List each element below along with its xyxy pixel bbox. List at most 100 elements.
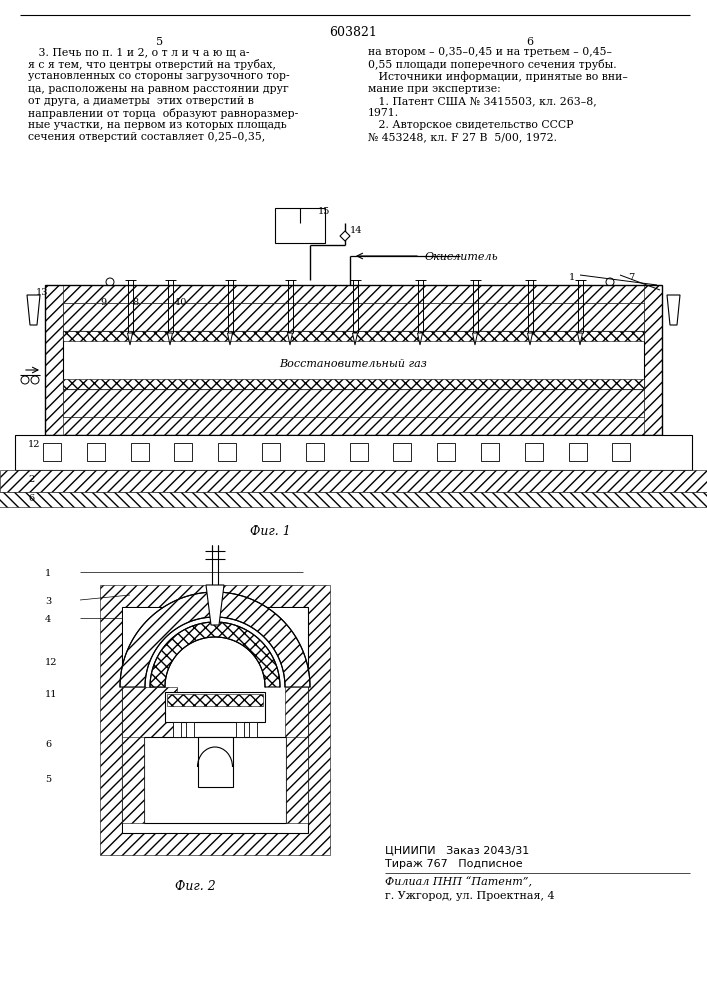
Text: 3: 3 xyxy=(45,597,51,606)
Text: направлении от торца  образуют равноразмер-: направлении от торца образуют равноразме… xyxy=(28,108,298,119)
Text: 603821: 603821 xyxy=(329,26,377,39)
Text: 2: 2 xyxy=(28,475,34,484)
Bar xyxy=(45,285,63,435)
Bar xyxy=(568,443,587,461)
Bar xyxy=(122,607,308,833)
Bar xyxy=(63,331,644,389)
Polygon shape xyxy=(168,333,173,345)
Text: Фиг. 1: Фиг. 1 xyxy=(250,525,291,538)
Text: 1971.: 1971. xyxy=(368,108,399,118)
Text: Источники информации, принятые во вни–: Источники информации, принятые во вни– xyxy=(368,71,628,82)
Text: г. Ужгород, ул. Проектная, 4: г. Ужгород, ул. Проектная, 4 xyxy=(385,891,554,901)
Bar xyxy=(393,443,411,461)
Circle shape xyxy=(31,376,39,384)
Text: ца, расположены на равном расстоянии друг: ца, расположены на равном расстоянии дру… xyxy=(28,84,288,94)
Bar xyxy=(45,417,662,435)
Bar xyxy=(43,443,61,461)
Text: 1. Патент США № 3415503, кл. 263–8,: 1. Патент США № 3415503, кл. 263–8, xyxy=(368,96,597,106)
Circle shape xyxy=(21,376,29,384)
Polygon shape xyxy=(578,333,583,345)
Text: 8: 8 xyxy=(132,298,138,307)
Polygon shape xyxy=(418,333,423,345)
Text: 6: 6 xyxy=(527,37,534,47)
Bar xyxy=(249,722,257,737)
Text: 4: 4 xyxy=(45,615,51,624)
Text: 5: 5 xyxy=(45,775,51,784)
Text: 0,55 площади поперечного сечения трубы.: 0,55 площади поперечного сечения трубы. xyxy=(368,59,617,70)
Text: 14: 14 xyxy=(350,226,363,235)
Bar xyxy=(262,443,280,461)
Text: я с я тем, что центры отверстий на трубах,: я с я тем, что центры отверстий на труба… xyxy=(28,59,276,70)
Bar xyxy=(286,737,308,823)
Polygon shape xyxy=(206,585,224,625)
Text: 12: 12 xyxy=(28,440,40,449)
Bar xyxy=(63,331,644,341)
Text: от друга, а диаметры  этих отверстий в: от друга, а диаметры этих отверстий в xyxy=(28,96,254,106)
Text: Фиг. 2: Фиг. 2 xyxy=(175,880,216,893)
Bar xyxy=(525,443,543,461)
Bar xyxy=(63,389,644,417)
Bar xyxy=(349,443,368,461)
Text: установленных со стороны загрузочного тор-: установленных со стороны загрузочного то… xyxy=(28,71,290,81)
Bar xyxy=(131,443,148,461)
Text: 11: 11 xyxy=(45,690,57,699)
Polygon shape xyxy=(27,295,40,325)
Bar xyxy=(63,379,644,389)
Polygon shape xyxy=(288,333,293,345)
Bar xyxy=(122,687,177,793)
Text: 10: 10 xyxy=(175,298,187,307)
Bar xyxy=(481,443,499,461)
Text: мание при экспертизе:: мание при экспертизе: xyxy=(368,84,501,94)
Bar xyxy=(437,443,455,461)
Bar xyxy=(236,722,244,737)
Text: 13: 13 xyxy=(36,288,49,297)
Polygon shape xyxy=(472,333,477,345)
Text: 2. Авторское свидетельство СССР: 2. Авторское свидетельство СССР xyxy=(368,120,573,130)
Bar xyxy=(218,443,236,461)
Text: сечения отверстий составляет 0,25–0,35,: сечения отверстий составляет 0,25–0,35, xyxy=(28,132,265,142)
Bar xyxy=(285,687,308,793)
Bar xyxy=(63,303,644,331)
Text: 3. Печь по п. 1 и 2, о т л и ч а ю щ а-: 3. Печь по п. 1 и 2, о т л и ч а ю щ а- xyxy=(28,47,250,57)
Text: на втором – 0,35–0,45 и на третьем – 0,45–: на втором – 0,35–0,45 и на третьем – 0,4… xyxy=(368,47,612,57)
Bar xyxy=(45,285,662,303)
Text: Филиал ПНП “Патент”,: Филиал ПНП “Патент”, xyxy=(385,877,532,888)
Bar xyxy=(165,692,265,722)
Bar xyxy=(198,737,233,787)
Bar xyxy=(175,443,192,461)
Text: Окислитель: Окислитель xyxy=(425,252,498,262)
Text: Восстановительный газ: Восстановительный газ xyxy=(279,359,427,369)
Text: 7: 7 xyxy=(628,273,634,282)
Text: 9: 9 xyxy=(100,298,106,307)
Bar xyxy=(186,722,194,737)
Bar xyxy=(173,722,181,737)
Bar xyxy=(0,492,707,507)
Polygon shape xyxy=(340,231,350,241)
Text: № 453248, кл. F 27 B  5/00, 1972.: № 453248, кл. F 27 B 5/00, 1972. xyxy=(368,132,557,142)
Bar xyxy=(644,285,662,435)
Polygon shape xyxy=(120,592,310,687)
Text: ные участки, на первом из которых площадь: ные участки, на первом из которых площад… xyxy=(28,120,287,130)
Bar xyxy=(87,443,105,461)
Bar xyxy=(15,435,692,470)
Bar xyxy=(167,694,263,706)
Polygon shape xyxy=(667,295,680,325)
Polygon shape xyxy=(353,333,358,345)
Circle shape xyxy=(527,359,533,365)
Text: 6: 6 xyxy=(45,740,51,749)
Text: 1: 1 xyxy=(568,273,575,282)
Text: 6: 6 xyxy=(28,494,34,503)
Text: 1: 1 xyxy=(45,569,51,578)
Bar xyxy=(100,585,330,855)
Polygon shape xyxy=(150,622,280,687)
Bar xyxy=(0,470,707,492)
Text: 15: 15 xyxy=(318,207,330,216)
Text: 12: 12 xyxy=(45,658,57,667)
Bar xyxy=(123,608,307,832)
Bar xyxy=(275,208,325,243)
Polygon shape xyxy=(228,333,233,345)
Polygon shape xyxy=(527,333,532,345)
Text: Тираж 767   Подписное: Тираж 767 Подписное xyxy=(385,859,522,869)
Circle shape xyxy=(106,278,114,286)
Bar xyxy=(122,737,144,823)
